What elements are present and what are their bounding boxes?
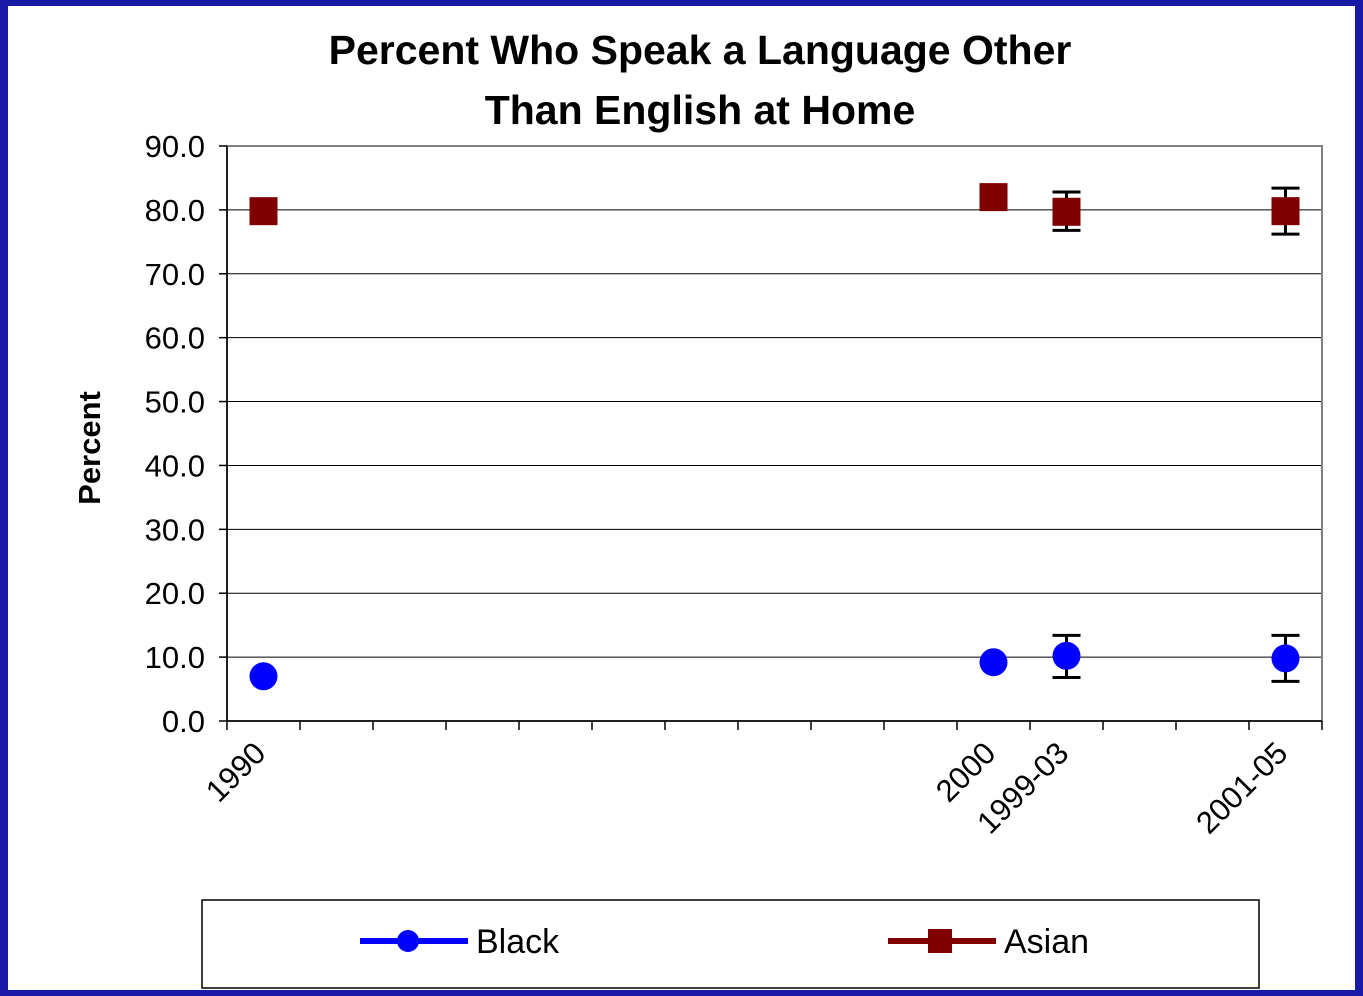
plot-area <box>226 145 1323 722</box>
legend-label-black: Black <box>476 923 560 961</box>
y-tick-label: 60.0 <box>145 321 205 356</box>
gridlines <box>227 209 1322 658</box>
data-point-asian <box>249 197 278 226</box>
y-tick-label: 70.0 <box>145 257 205 292</box>
y-tick-label: 40.0 <box>145 448 205 483</box>
legend-marker-asian <box>928 929 952 953</box>
data-point-black <box>249 662 278 691</box>
y-tick-label: 30.0 <box>145 512 205 547</box>
data-point-black <box>1052 641 1081 670</box>
y-tick-label: 90.0 <box>145 129 205 164</box>
legend-marker-black <box>397 930 419 952</box>
y-tick-label: 10.0 <box>145 640 205 675</box>
x-tick-label: 2001-05 <box>1189 735 1294 840</box>
y-tick-label: 0.0 <box>162 704 205 739</box>
chart-title-line-2: Than English at Home <box>485 87 916 133</box>
chart-slide: Percent Who Speak a Language Other Than … <box>8 6 1355 990</box>
data-point-asian <box>1052 197 1081 226</box>
x-tick-label: 1990 <box>199 735 273 809</box>
chart-svg: Percent Who Speak a Language Other Than … <box>72 27 1323 989</box>
data-point-black <box>979 648 1008 677</box>
y-tick-label: 20.0 <box>145 576 205 611</box>
legend: Black Asian <box>201 899 1260 989</box>
data-point-asian <box>1271 197 1300 226</box>
legend-label-asian: Asian <box>1004 923 1089 961</box>
axes <box>219 145 1323 730</box>
y-tick-labels: 0.0 10.0 20.0 30.0 40.0 50.0 60.0 70.0 80.0 90.0 <box>145 129 205 739</box>
data-point-black <box>1271 644 1300 673</box>
y-tick-label: 50.0 <box>145 385 205 420</box>
data-marks <box>249 183 1300 691</box>
data-point-asian <box>979 183 1008 212</box>
y-axis-label: Percent <box>72 391 107 505</box>
y-tick-label: 80.0 <box>145 193 205 228</box>
chart-title-line-1: Percent Who Speak a Language Other <box>329 27 1072 73</box>
